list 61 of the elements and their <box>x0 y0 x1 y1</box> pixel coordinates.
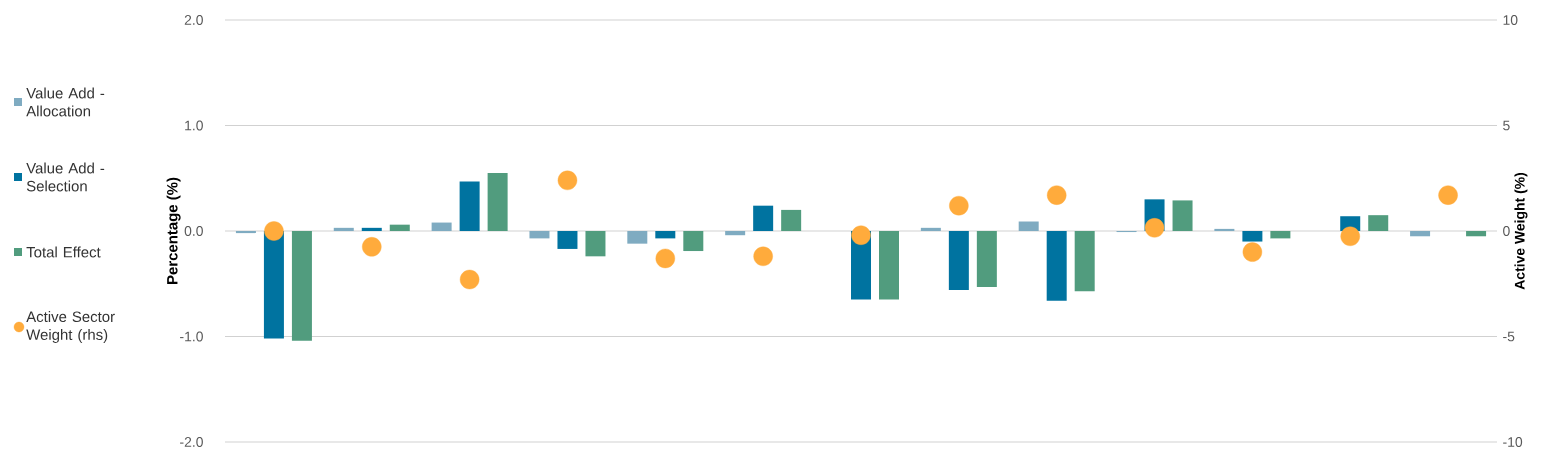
bar <box>487 172 508 231</box>
point <box>557 170 578 191</box>
bar <box>1214 228 1235 231</box>
bar <box>879 231 899 300</box>
bar <box>1018 221 1039 231</box>
bar <box>1172 200 1193 231</box>
y-tick-label: 1.0 <box>185 120 203 131</box>
bar <box>235 231 256 234</box>
y2-axis-title: Active Weight (%) <box>1514 172 1528 290</box>
y-tick-label: -2.0 <box>180 437 203 447</box>
y-tick-label: -1.0 <box>180 331 203 342</box>
y2-tick-label: -5 <box>1503 331 1515 342</box>
point <box>1047 185 1067 205</box>
point <box>1340 226 1360 246</box>
bar <box>1270 231 1291 239</box>
bar <box>1074 231 1095 292</box>
legend-label: Value Add - Selection <box>26 162 105 192</box>
y2-tick-label: 10 <box>1503 15 1518 25</box>
point <box>1242 242 1263 262</box>
bar <box>361 227 382 231</box>
y-axis-title: Percentage (%) <box>166 177 181 284</box>
bar <box>627 231 648 244</box>
bar <box>529 231 550 239</box>
point <box>459 269 480 290</box>
y-tick-label: 0.0 <box>184 226 203 236</box>
point <box>655 248 676 269</box>
bar <box>333 227 354 231</box>
bar <box>1242 231 1263 242</box>
legend-label: Active Sector Weight (rhs) <box>26 311 115 343</box>
point <box>949 195 969 216</box>
bar <box>389 224 410 231</box>
bar <box>557 231 578 249</box>
bar <box>291 231 312 341</box>
y-tick-label: 2.0 <box>184 15 203 25</box>
bar <box>753 205 774 231</box>
point <box>264 221 284 241</box>
point <box>362 237 382 257</box>
bar <box>263 231 284 339</box>
bar <box>948 231 969 291</box>
bar <box>976 231 997 287</box>
point <box>753 246 773 267</box>
bar <box>920 227 941 231</box>
bar <box>459 181 480 231</box>
bar <box>655 231 676 239</box>
bar <box>1368 215 1389 231</box>
y2-tick-label: 0 <box>1503 226 1510 236</box>
bar <box>683 231 704 252</box>
point <box>1144 218 1165 238</box>
bar <box>1466 231 1487 237</box>
y2-tick-label: 5 <box>1503 120 1510 131</box>
bar <box>585 231 606 257</box>
bar <box>1046 231 1067 301</box>
legend-label: Total Effect <box>26 246 101 258</box>
point <box>1438 185 1458 205</box>
legend-label: Value Add - Allocation <box>26 87 105 117</box>
bar <box>431 222 452 231</box>
bar <box>1410 231 1431 237</box>
bar <box>781 209 802 231</box>
point <box>851 225 871 245</box>
y2-tick-label: -10 <box>1503 437 1523 447</box>
bar <box>725 231 746 236</box>
